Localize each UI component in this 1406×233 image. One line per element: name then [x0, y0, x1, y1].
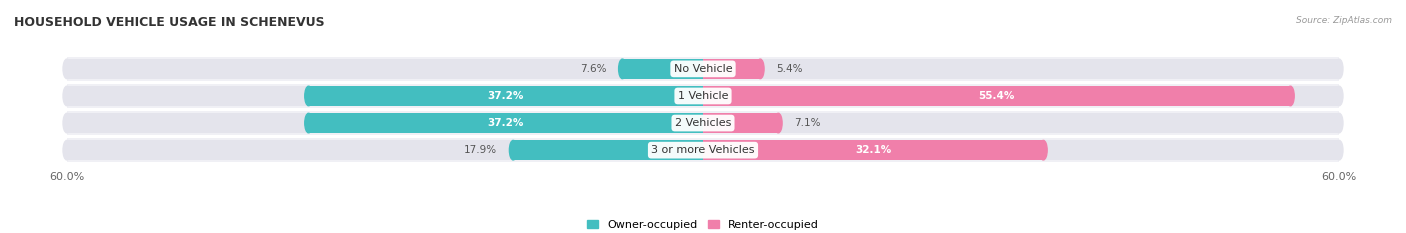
- Circle shape: [619, 59, 626, 79]
- Bar: [703, 59, 761, 79]
- Bar: [67, 59, 1339, 79]
- Circle shape: [63, 86, 70, 106]
- Legend: Owner-occupied, Renter-occupied: Owner-occupied, Renter-occupied: [582, 216, 824, 233]
- Circle shape: [756, 59, 763, 79]
- Circle shape: [305, 86, 312, 106]
- Bar: [67, 140, 1339, 160]
- Text: 37.2%: 37.2%: [488, 91, 524, 101]
- Bar: [703, 140, 1043, 160]
- Bar: [67, 86, 1339, 106]
- Bar: [67, 57, 1339, 81]
- Text: 5.4%: 5.4%: [776, 64, 803, 74]
- Circle shape: [1336, 86, 1343, 106]
- Text: 7.1%: 7.1%: [794, 118, 821, 128]
- Bar: [703, 86, 1291, 106]
- Circle shape: [1336, 140, 1343, 160]
- Text: Source: ZipAtlas.com: Source: ZipAtlas.com: [1296, 16, 1392, 25]
- Bar: [513, 140, 703, 160]
- Text: 1 Vehicle: 1 Vehicle: [678, 91, 728, 101]
- Circle shape: [1039, 140, 1047, 160]
- Circle shape: [1286, 86, 1294, 106]
- Text: 7.6%: 7.6%: [581, 64, 606, 74]
- Bar: [703, 113, 779, 133]
- Circle shape: [63, 140, 70, 160]
- Text: 17.9%: 17.9%: [464, 145, 498, 155]
- Circle shape: [63, 59, 70, 79]
- Circle shape: [509, 140, 517, 160]
- Text: 37.2%: 37.2%: [488, 118, 524, 128]
- Text: 3 or more Vehicles: 3 or more Vehicles: [651, 145, 755, 155]
- Bar: [623, 59, 703, 79]
- Text: 2 Vehicles: 2 Vehicles: [675, 118, 731, 128]
- Bar: [308, 113, 703, 133]
- Bar: [308, 86, 703, 106]
- Bar: [67, 138, 1339, 162]
- Bar: [67, 111, 1339, 135]
- Circle shape: [63, 113, 70, 133]
- Bar: [67, 84, 1339, 108]
- Circle shape: [775, 113, 782, 133]
- Text: 32.1%: 32.1%: [855, 145, 891, 155]
- Circle shape: [1336, 113, 1343, 133]
- Text: No Vehicle: No Vehicle: [673, 64, 733, 74]
- Text: HOUSEHOLD VEHICLE USAGE IN SCHENEVUS: HOUSEHOLD VEHICLE USAGE IN SCHENEVUS: [14, 16, 325, 29]
- Bar: [67, 113, 1339, 133]
- Circle shape: [1336, 59, 1343, 79]
- Text: 55.4%: 55.4%: [979, 91, 1015, 101]
- Circle shape: [305, 113, 312, 133]
